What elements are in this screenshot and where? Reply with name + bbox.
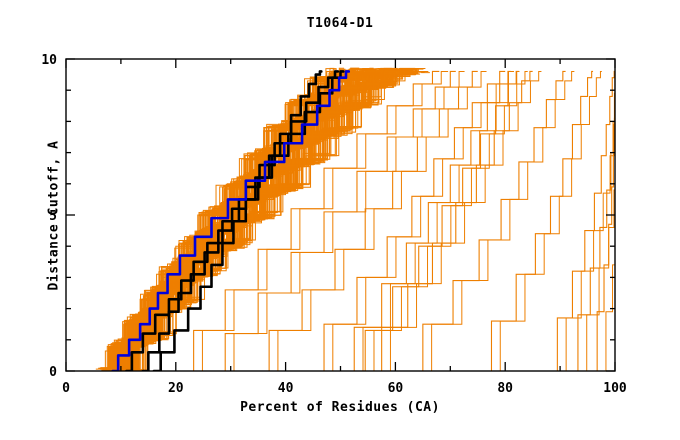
bundle-curve: [131, 67, 418, 371]
outlier-curve: [601, 71, 615, 371]
curves-layer: [95, 67, 615, 371]
outlier-curve: [477, 70, 594, 371]
outlier-curve: [571, 71, 615, 371]
y-axis-label: Distance Cutoff, A: [46, 140, 62, 291]
x-tick-label: 60: [388, 381, 404, 396]
y-tick-label: 5: [49, 209, 57, 224]
outlier-curve: [593, 71, 615, 371]
highlight-black-3-curve: [152, 70, 323, 371]
outlier-curve: [376, 70, 542, 371]
outlier-curve: [217, 70, 465, 371]
outlier-curve: [486, 70, 602, 371]
x-axis-label: Percent of Residues (CA): [240, 400, 440, 415]
bundle-curve: [126, 70, 425, 371]
outlier-curve: [178, 70, 440, 371]
outlier-curve: [307, 70, 506, 371]
outlier-curve: [261, 70, 487, 371]
x-tick-label: 0: [62, 381, 70, 396]
bundle-curve: [122, 73, 421, 371]
y-tick-label: 0: [49, 365, 57, 380]
outlier-curve: [252, 70, 478, 371]
outlier-curve: [349, 70, 520, 371]
x-tick-label: 100: [603, 381, 627, 396]
y-tick-label: 10: [41, 53, 57, 68]
bundle-curve: [126, 71, 430, 371]
x-tick-label: 40: [278, 381, 294, 396]
outlier-curve: [340, 70, 511, 371]
axes-layer: [65, 58, 616, 372]
bundle-curve: [133, 69, 419, 371]
outlier-curve: [360, 70, 528, 371]
highlight-black-2-curve: [141, 70, 340, 371]
outlier-curve: [579, 71, 615, 371]
x-tick-label: 80: [497, 381, 513, 396]
outlier-curve: [406, 70, 566, 371]
outlier-curve: [316, 70, 514, 371]
highlight-blue-curve: [111, 70, 351, 371]
outlier-curve: [187, 70, 449, 371]
bundle-curve: [103, 70, 349, 371]
x-tick-label: 20: [168, 381, 184, 396]
outlier-curve: [351, 70, 519, 371]
bundle-curve: [123, 70, 421, 371]
bundle-curve: [121, 73, 416, 371]
highlight-black-1-curve: [125, 70, 345, 371]
chart-title: T1064-D1: [306, 16, 374, 31]
outlier-curve: [208, 70, 456, 371]
tick-labels-layer: 0 20 40 60 80 100 0 5 10: [41, 53, 627, 396]
bundle-curve: [131, 69, 420, 371]
outlier-curve: [415, 70, 575, 371]
outlier-curve: [367, 70, 533, 371]
outlier-curve: [549, 70, 615, 371]
